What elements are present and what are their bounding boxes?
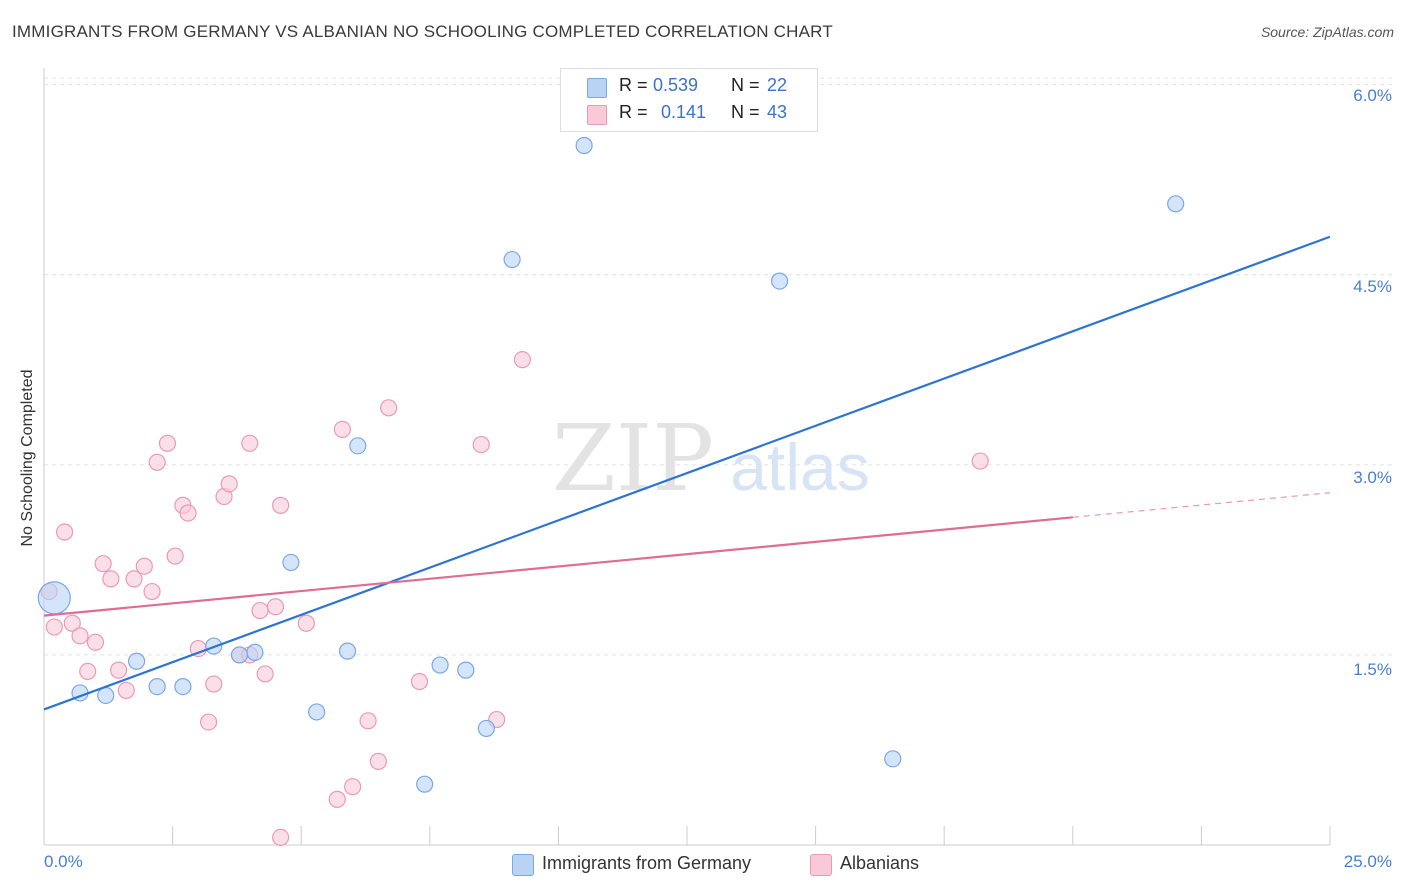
germany-point <box>770 272 789 290</box>
n-value: 43 <box>767 102 788 122</box>
albanian-point <box>135 557 153 575</box>
albanian-point <box>125 570 143 588</box>
albanian-point <box>205 675 223 693</box>
albanian-point <box>344 778 362 796</box>
albanian-point <box>45 618 63 636</box>
albanian-point <box>200 713 218 731</box>
germany-point <box>1167 195 1185 213</box>
source-label: Source: ZipAtlas.com <box>1260 24 1394 40</box>
y-tick-label: 3.0% <box>1353 468 1392 487</box>
albanian-point <box>63 614 81 632</box>
albanian-point <box>251 601 269 620</box>
axes <box>43 68 1331 846</box>
r-value: 0.539 <box>653 75 699 95</box>
albanian-point <box>369 752 387 770</box>
germany-point <box>127 652 146 670</box>
albanian-point <box>380 399 398 417</box>
blue-swatch <box>587 78 607 98</box>
pink-swatch <box>587 105 607 125</box>
x-tick-label: 25.0% <box>1343 852 1392 871</box>
y-tick-label: 6.0% <box>1353 86 1392 105</box>
germany-point <box>575 136 593 155</box>
albanian-point <box>272 828 290 846</box>
albanian-trendline <box>43 516 1073 617</box>
points-layer <box>37 136 1185 846</box>
stats-box: R = 0.539 N = 22 R = 0.141 N = 43 <box>560 68 818 132</box>
albanian-point <box>143 582 161 601</box>
albanian-point <box>472 435 490 454</box>
albanian-point <box>102 570 120 588</box>
albanian-point <box>241 434 259 452</box>
albanian-point <box>266 598 285 616</box>
chart-title: IMMIGRANTS FROM GERMANY VS ALBANIAN NO S… <box>12 22 833 41</box>
germany-point <box>148 677 166 696</box>
r-label: R = <box>619 102 648 122</box>
watermark: ZIP atlas <box>552 405 870 512</box>
albanian-point <box>55 523 74 541</box>
albanian-point <box>410 672 429 691</box>
r-value: 0.141 <box>661 102 707 122</box>
germany-point <box>37 581 71 615</box>
legend-label: Albanians <box>840 853 920 873</box>
trendlines-layer <box>43 235 1331 711</box>
albanian-point <box>272 496 290 514</box>
germany-point <box>416 775 434 793</box>
n-label: N = <box>731 75 760 95</box>
watermark-zip: ZIP <box>552 405 714 512</box>
germany-point <box>246 643 264 661</box>
albanian-point <box>971 452 989 470</box>
x-tick-label: 0.0% <box>44 852 83 871</box>
germany-point <box>349 437 367 455</box>
albanian-point <box>94 555 112 573</box>
albanian-point <box>158 434 177 452</box>
albanian-point <box>333 420 351 438</box>
legend-label: Immigrants from Germany <box>542 853 752 873</box>
germany-point <box>503 250 521 269</box>
germany-point <box>457 661 475 679</box>
germany-point <box>431 656 449 674</box>
albanian-point <box>359 712 377 730</box>
y-tick-label: 1.5% <box>1353 660 1392 679</box>
germany-point <box>230 646 249 664</box>
albanian-point <box>297 614 315 632</box>
n-value: 22 <box>767 75 788 95</box>
germany-trendline <box>43 235 1331 711</box>
germany-point <box>884 750 902 768</box>
albanian-point <box>256 665 274 683</box>
albanian-point <box>79 662 97 680</box>
r-label: R = <box>619 75 648 95</box>
legend-pink-swatch <box>810 854 832 876</box>
albanian-point <box>117 681 135 700</box>
y-tick-label: 4.5% <box>1353 277 1392 296</box>
albanian-point <box>166 547 184 565</box>
albanian-point <box>71 627 89 645</box>
n-label: N = <box>731 102 760 122</box>
germany-point <box>308 703 326 721</box>
grid <box>44 77 1392 656</box>
albanian-point <box>220 475 238 493</box>
legend-blue-swatch <box>512 854 534 876</box>
albanian-point <box>86 633 105 651</box>
albanian-point <box>513 351 531 369</box>
albanian-point <box>328 790 346 808</box>
germany-point <box>477 719 495 738</box>
albanian-trendline-extension <box>1072 492 1331 518</box>
watermark-atlas: atlas <box>730 430 869 504</box>
albanian-point <box>148 453 166 471</box>
germany-point <box>338 642 357 660</box>
germany-point <box>282 553 300 572</box>
albanian-point <box>109 661 128 679</box>
germany-point <box>174 677 192 696</box>
albanian-point <box>179 504 197 522</box>
